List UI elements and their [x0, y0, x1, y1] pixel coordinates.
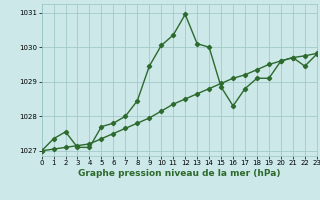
- X-axis label: Graphe pression niveau de la mer (hPa): Graphe pression niveau de la mer (hPa): [78, 169, 280, 178]
